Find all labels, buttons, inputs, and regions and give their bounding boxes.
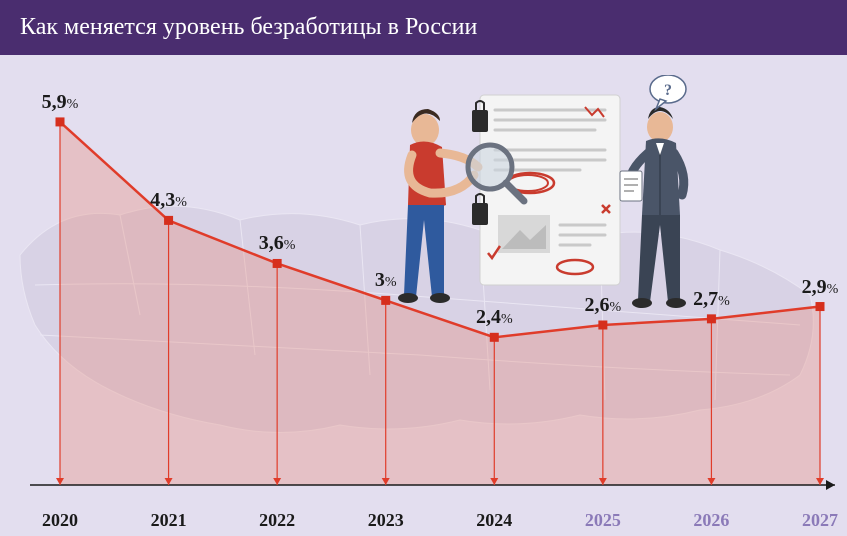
value-number: 3,6 [259,232,284,254]
year-label: 2023 [368,510,404,531]
pct-sign: % [175,195,187,210]
value-label: 2,9% [802,276,839,299]
value-label: 2,6% [585,294,622,317]
value-number: 2,4 [476,306,501,328]
pct-sign: % [284,238,296,253]
value-label: 4,3% [150,189,187,212]
year-label: 2027 [802,510,838,531]
header: Как меняется уровень безработицы в Росси… [0,0,847,55]
year-label: 2025 [585,510,621,531]
year-label: 2026 [693,510,729,531]
pct-sign: % [501,312,513,327]
year-label: 2020 [42,510,78,531]
value-label: 2,4% [476,306,513,329]
chart-area: ? 5,9%20204,3%20213,6%20223%20232,4%2024… [0,55,847,535]
pct-sign: % [67,97,79,112]
value-label: 2,7% [693,288,730,311]
value-label: 5,9% [42,91,79,114]
year-label: 2021 [151,510,187,531]
pct-sign: % [385,275,397,290]
pct-sign: % [827,282,839,297]
year-label: 2022 [259,510,295,531]
value-number: 3 [375,269,385,291]
value-number: 5,9 [42,91,67,113]
value-number: 2,9 [802,276,827,298]
pct-sign: % [610,300,622,315]
pct-sign: % [718,294,730,309]
value-label: 3,6% [259,232,296,255]
year-label: 2024 [476,510,512,531]
page-title: Как меняется уровень безработицы в Росси… [20,14,477,40]
value-number: 4,3 [150,189,175,211]
value-number: 2,7 [693,288,718,310]
value-number: 2,6 [585,294,610,316]
value-label: 3% [375,269,397,292]
